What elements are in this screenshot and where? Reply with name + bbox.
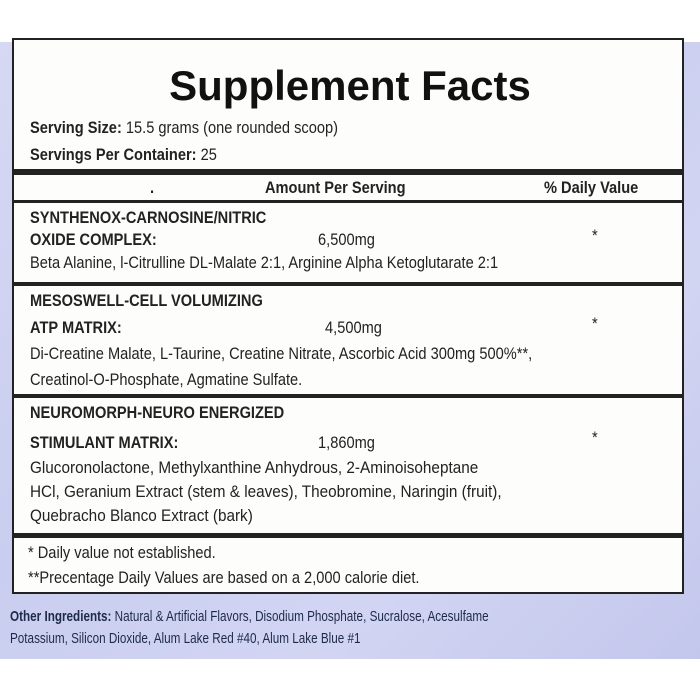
divider bbox=[12, 394, 684, 398]
section-daily-value: * bbox=[592, 314, 598, 333]
servings-per-container: Servings Per Container: 25 bbox=[30, 145, 217, 165]
header-daily-value: % Daily Value bbox=[544, 178, 639, 197]
serving-size: Serving Size: 15.5 grams (one rounded sc… bbox=[30, 118, 338, 138]
ingredient-line: Glucoronolactone, Methylxanthine Anhydro… bbox=[30, 458, 479, 477]
footnote: **Precentage Daily Values are based on a… bbox=[28, 568, 420, 587]
thick-divider bbox=[12, 533, 684, 538]
header-amount: Amount Per Serving bbox=[265, 178, 406, 197]
section-name: ATP MATRIX: bbox=[30, 318, 122, 337]
divider bbox=[12, 200, 684, 203]
divider bbox=[12, 282, 684, 286]
panel-title: Supplement Facts bbox=[169, 62, 531, 109]
serving-size-label: Serving Size: bbox=[30, 118, 122, 137]
other-ingredients-line: Potassium, Silicon Dioxide, Alum Lake Re… bbox=[10, 630, 361, 647]
other-ingredients-line: Natural & Artificial Flavors, Disodium P… bbox=[111, 608, 489, 625]
supplement-facts-panel bbox=[12, 38, 684, 594]
servings-value: 25 bbox=[196, 145, 217, 164]
section-name: MESOSWELL-CELL VOLUMIZING bbox=[30, 291, 263, 310]
footnote: * Daily value not established. bbox=[28, 543, 216, 562]
section-daily-value: * bbox=[592, 428, 598, 447]
ingredient-line: HCl, Geranium Extract (stem & leaves), T… bbox=[30, 482, 502, 501]
header-dot: . bbox=[150, 178, 155, 197]
ingredient-line: Creatinol-O-Phosphate, Agmatine Sulfate. bbox=[30, 370, 303, 389]
section-name: OXIDE COMPLEX: bbox=[30, 230, 157, 249]
ingredient-line: Di-Creatine Malate, L-Taurine, Creatine … bbox=[30, 344, 533, 363]
section-amount: 6,500mg bbox=[318, 230, 375, 249]
section-name: STIMULANT MATRIX: bbox=[30, 433, 179, 452]
ingredient-line: Quebracho Blanco Extract (bark) bbox=[30, 506, 253, 525]
section-name: NEUROMORPH-NEURO ENERGIZED bbox=[30, 403, 285, 422]
thick-divider bbox=[12, 169, 684, 175]
other-ingredients-label: Other Ingredients: bbox=[10, 608, 112, 625]
section-amount: 1,860mg bbox=[318, 433, 375, 452]
section-name: SYNTHENOX-CARNOSINE/NITRIC bbox=[30, 208, 267, 227]
section-amount: 4,500mg bbox=[325, 318, 382, 337]
other-ingredients: Other Ingredients: Natural & Artificial … bbox=[10, 608, 489, 626]
servings-label: Servings Per Container: bbox=[30, 145, 197, 164]
serving-size-value: 15.5 grams (one rounded scoop) bbox=[121, 118, 339, 137]
ingredient-line: Beta Alanine, l-Citrulline DL-Malate 2:1… bbox=[30, 253, 499, 272]
section-daily-value: * bbox=[592, 226, 598, 245]
